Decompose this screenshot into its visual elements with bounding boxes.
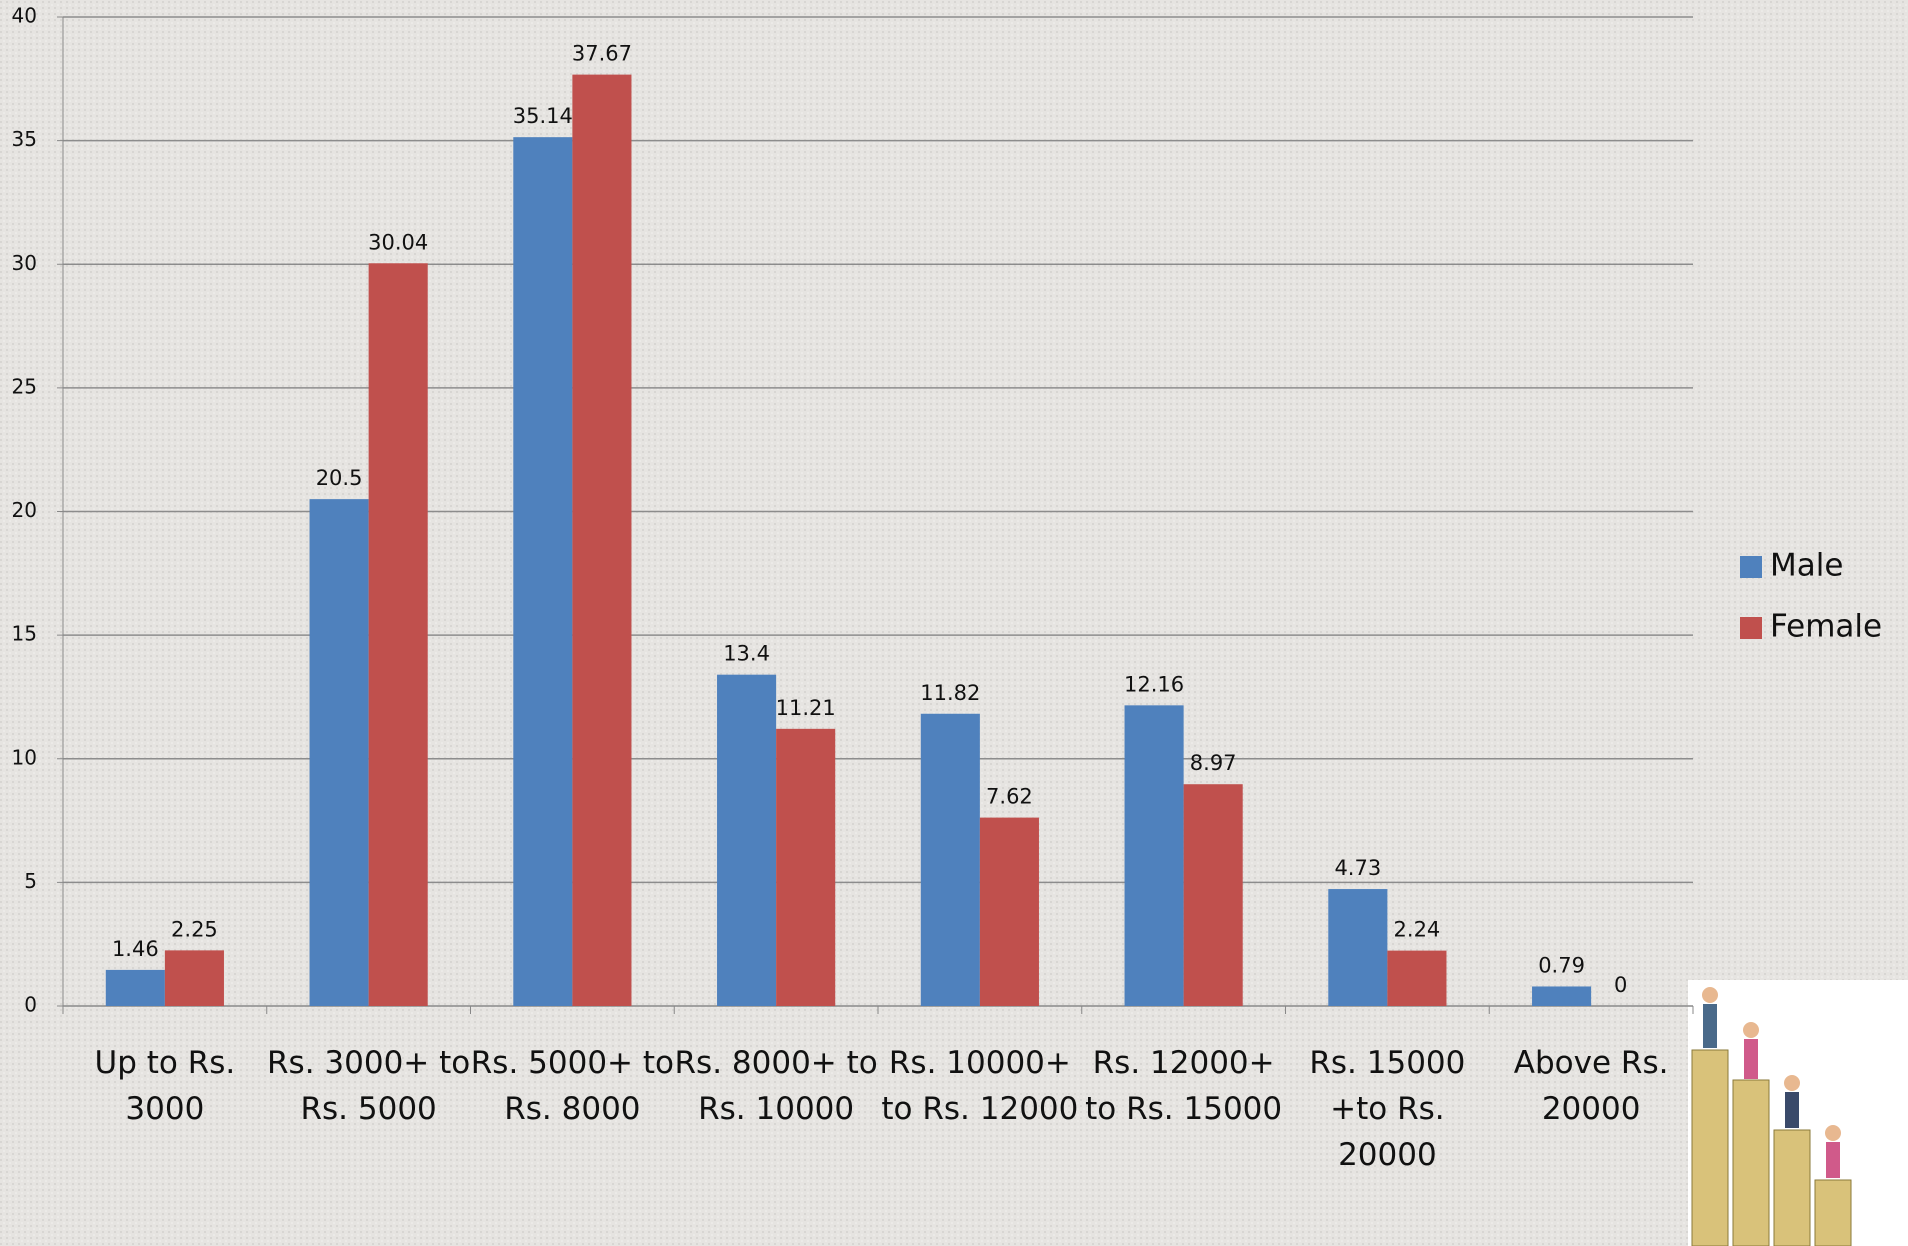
y-tick-label: 30 <box>12 251 37 275</box>
bar <box>717 674 777 1006</box>
x-tick-label: Rs. 3000+ to Rs. 5000 <box>267 1045 471 1127</box>
x-tick-label-box: Rs. 12000+ to Rs. 15000 <box>1085 1045 1283 1127</box>
x-tick-label: Rs. 8000+ to Rs. 10000 <box>674 1045 878 1127</box>
bar <box>1183 784 1243 1006</box>
legend-swatch <box>1740 617 1762 639</box>
data-label: 30.04 <box>368 230 428 254</box>
data-label: 4.73 <box>1334 856 1381 880</box>
data-label: 0.79 <box>1538 953 1585 977</box>
data-label: 2.24 <box>1394 918 1441 942</box>
y-tick-label: 0 <box>24 993 37 1017</box>
x-tick-label-box: Rs. 15000 +to Rs. 20000 <box>1309 1045 1466 1173</box>
bar <box>776 728 836 1006</box>
data-label: 2.25 <box>171 917 218 941</box>
bar <box>1124 705 1184 1006</box>
y-tick-label: 10 <box>12 745 37 769</box>
legend-label: Female <box>1770 609 1882 645</box>
bar <box>513 137 573 1006</box>
data-label: 37.67 <box>572 42 632 66</box>
x-tick-label: Rs. 15000 +to Rs. 20000 <box>1309 1045 1466 1173</box>
y-tick-label: 5 <box>24 869 37 893</box>
x-tick-label-box: Above Rs. 20000 <box>1513 1045 1669 1127</box>
data-label: 35.14 <box>513 104 573 128</box>
x-tick-label: Rs. 12000+ to Rs. 15000 <box>1085 1045 1283 1127</box>
legend-label: Male <box>1770 548 1843 584</box>
bar <box>1532 986 1592 1006</box>
bar <box>309 499 369 1006</box>
y-tick-label: 40 <box>12 4 37 28</box>
data-label: 11.82 <box>920 681 980 705</box>
y-tick-label: 35 <box>12 127 37 151</box>
x-tick-label-box: Rs. 10000+ to Rs. 12000 <box>881 1045 1079 1127</box>
bar <box>920 713 980 1006</box>
x-tick-label-box: Up to Rs. 3000 <box>94 1045 236 1127</box>
data-label: 12.16 <box>1124 672 1184 696</box>
x-tick-label-box: Rs. 3000+ to Rs. 5000 <box>267 1045 471 1127</box>
data-label: 13.4 <box>723 642 770 666</box>
x-tick-label-box: Rs. 5000+ to Rs. 8000 <box>470 1045 674 1127</box>
x-tick-label: Rs. 10000+ to Rs. 12000 <box>881 1045 1079 1127</box>
x-tick-label: Up to Rs. 3000 <box>94 1045 236 1127</box>
x-tick-label: Rs. 5000+ to Rs. 8000 <box>470 1045 674 1127</box>
x-tick-label: Above Rs. 20000 <box>1513 1045 1669 1127</box>
bar <box>1328 889 1388 1006</box>
legend-swatch <box>1740 556 1762 578</box>
y-tick-label: 25 <box>12 374 37 398</box>
x-tick-label-box: Rs. 8000+ to Rs. 10000 <box>674 1045 878 1127</box>
data-label: 7.62 <box>986 785 1033 809</box>
data-label: 1.46 <box>112 937 159 961</box>
bar <box>979 817 1039 1006</box>
data-label: 0 <box>1614 973 1627 997</box>
bar <box>572 74 632 1006</box>
y-tick-label: 15 <box>12 622 37 646</box>
coins-picture <box>1688 980 1908 1246</box>
data-label: 11.21 <box>776 696 836 720</box>
bar <box>164 950 224 1006</box>
bar <box>368 263 428 1006</box>
y-tick-label: 20 <box>12 498 37 522</box>
bar <box>1387 950 1447 1006</box>
bar <box>105 969 165 1006</box>
data-label: 20.5 <box>316 466 363 490</box>
data-label: 8.97 <box>1190 751 1237 775</box>
